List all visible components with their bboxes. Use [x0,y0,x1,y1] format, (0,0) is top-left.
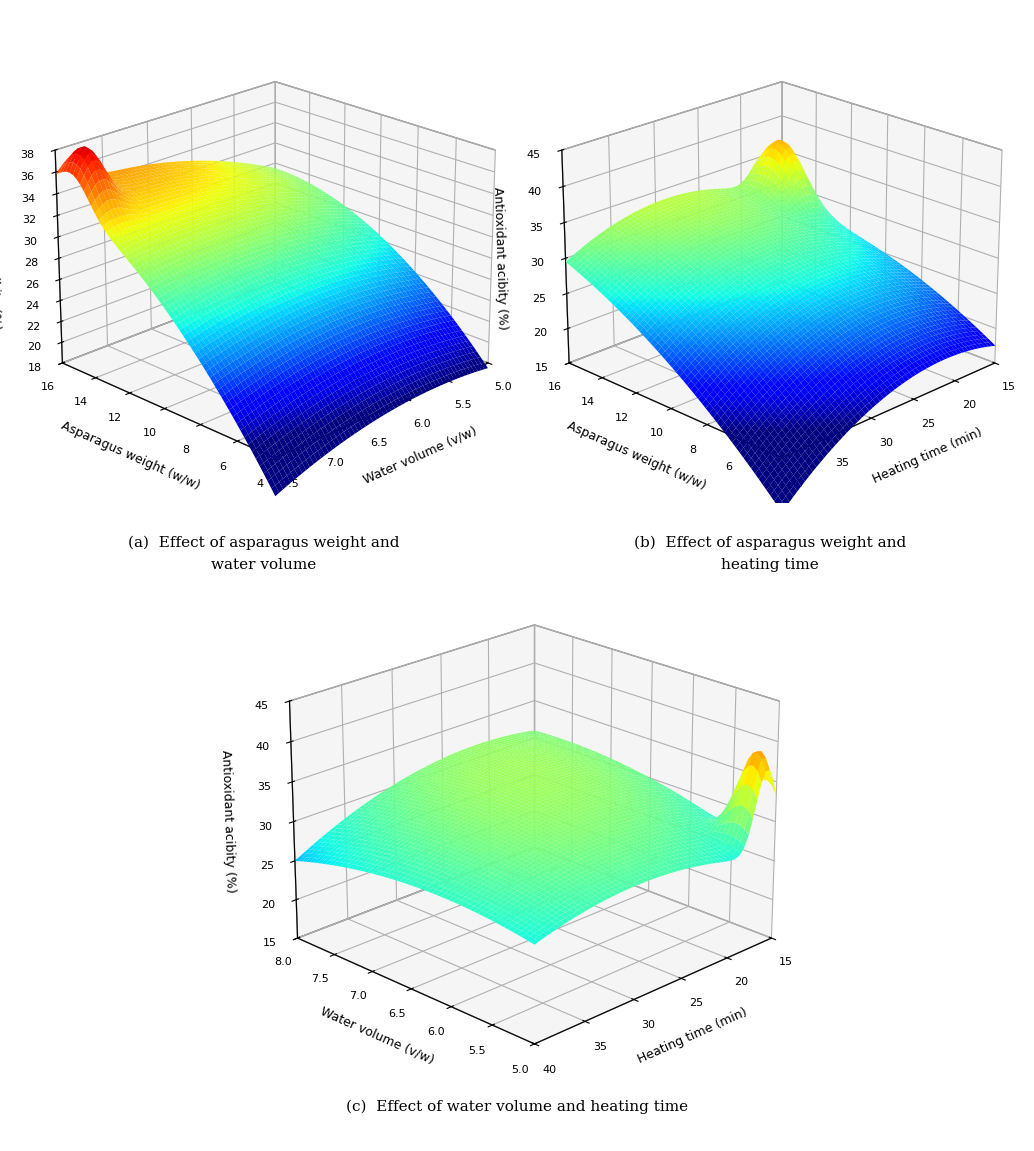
Text: (a)  Effect of asparagus weight and: (a) Effect of asparagus weight and [128,535,399,550]
Text: (b)  Effect of asparagus weight and: (b) Effect of asparagus weight and [634,535,907,550]
Text: heating time: heating time [722,558,819,572]
X-axis label: Heating time (min): Heating time (min) [871,426,984,486]
X-axis label: Heating time (min): Heating time (min) [635,1006,749,1066]
Y-axis label: Water volume (v/w): Water volume (v/w) [318,1005,435,1067]
Text: water volume: water volume [211,558,316,572]
X-axis label: Water volume (v/w): Water volume (v/w) [362,425,480,487]
Text: (c)  Effect of water volume and heating time: (c) Effect of water volume and heating t… [346,1099,688,1114]
Y-axis label: Asparagus weight (w/w): Asparagus weight (w/w) [566,419,708,493]
Y-axis label: Asparagus weight (w/w): Asparagus weight (w/w) [59,419,202,493]
